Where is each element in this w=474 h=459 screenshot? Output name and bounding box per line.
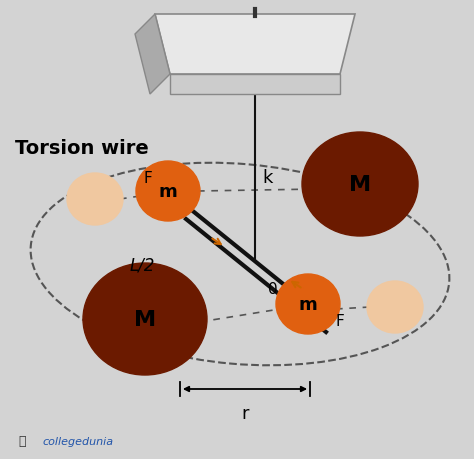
Polygon shape (135, 15, 170, 95)
Text: 0: 0 (268, 282, 278, 297)
Ellipse shape (276, 274, 340, 334)
Text: F: F (144, 170, 152, 185)
Polygon shape (170, 75, 340, 95)
Ellipse shape (83, 263, 207, 375)
Text: Torsion wire: Torsion wire (15, 138, 149, 157)
Ellipse shape (302, 133, 418, 236)
Ellipse shape (67, 174, 123, 225)
Text: collegedunia: collegedunia (42, 436, 113, 446)
Text: F: F (336, 314, 345, 329)
Text: M: M (134, 309, 156, 329)
Text: m: m (159, 183, 177, 201)
Text: r: r (241, 404, 249, 422)
Ellipse shape (367, 281, 423, 333)
Text: k: k (262, 168, 273, 187)
Text: M: M (349, 174, 371, 195)
Text: 🎓: 🎓 (18, 435, 26, 448)
Text: L/2: L/2 (130, 256, 155, 274)
Polygon shape (155, 15, 355, 75)
Ellipse shape (136, 162, 200, 222)
Text: m: m (299, 295, 318, 313)
